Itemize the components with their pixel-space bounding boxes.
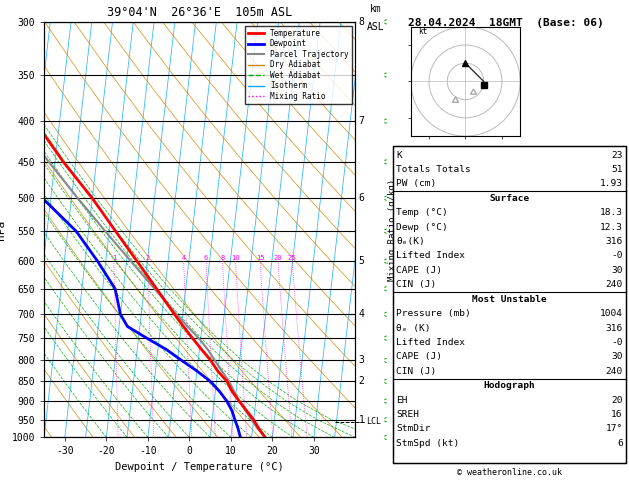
Text: 1: 1 — [359, 415, 364, 425]
Text: 6: 6 — [204, 255, 208, 261]
Text: 20: 20 — [611, 396, 623, 404]
Text: 6: 6 — [359, 193, 364, 203]
Text: CAPE (J): CAPE (J) — [396, 352, 442, 361]
Text: kt: kt — [418, 27, 427, 36]
Text: 16: 16 — [611, 410, 623, 419]
Text: ASL: ASL — [367, 22, 384, 32]
Text: 2: 2 — [145, 255, 150, 261]
Text: 12.3: 12.3 — [599, 223, 623, 232]
Legend: Temperature, Dewpoint, Parcel Trajectory, Dry Adiabat, Wet Adiabat, Isotherm, Mi: Temperature, Dewpoint, Parcel Trajectory… — [245, 26, 352, 104]
Text: 240: 240 — [606, 280, 623, 289]
Text: 30: 30 — [611, 266, 623, 275]
Text: Temp (°C): Temp (°C) — [396, 208, 448, 217]
Text: SREH: SREH — [396, 410, 420, 419]
Text: 3: 3 — [359, 355, 364, 365]
Y-axis label: hPa: hPa — [0, 220, 6, 240]
Text: Lifted Index: Lifted Index — [396, 251, 465, 260]
Text: 1.93: 1.93 — [599, 179, 623, 189]
Text: -0: -0 — [611, 251, 623, 260]
Text: LCL: LCL — [366, 417, 381, 426]
Text: 51: 51 — [611, 165, 623, 174]
Text: Lifted Index: Lifted Index — [396, 338, 465, 347]
Text: θₑ(K): θₑ(K) — [396, 237, 425, 246]
Title: 39°04'N  26°36'E  105m ASL: 39°04'N 26°36'E 105m ASL — [107, 6, 292, 19]
Text: Surface: Surface — [489, 194, 530, 203]
Text: -0: -0 — [611, 338, 623, 347]
Text: 7: 7 — [359, 116, 364, 126]
Text: 20: 20 — [274, 255, 282, 261]
Text: Totals Totals: Totals Totals — [396, 165, 471, 174]
Text: CAPE (J): CAPE (J) — [396, 266, 442, 275]
Text: 15: 15 — [255, 255, 264, 261]
Text: Pressure (mb): Pressure (mb) — [396, 309, 471, 318]
Text: StmDir: StmDir — [396, 424, 431, 434]
Text: 4: 4 — [182, 255, 186, 261]
Text: Most Unstable: Most Unstable — [472, 295, 547, 304]
X-axis label: Dewpoint / Temperature (°C): Dewpoint / Temperature (°C) — [115, 462, 284, 472]
Text: CIN (J): CIN (J) — [396, 367, 437, 376]
Text: θₑ (K): θₑ (K) — [396, 324, 431, 332]
Text: 25: 25 — [288, 255, 296, 261]
Text: 1004: 1004 — [599, 309, 623, 318]
Text: Mixing Ratio (g/kg): Mixing Ratio (g/kg) — [388, 178, 398, 281]
Text: 17°: 17° — [606, 424, 623, 434]
Text: K: K — [396, 151, 402, 160]
Text: EH: EH — [396, 396, 408, 404]
Text: 28.04.2024  18GMT  (Base: 06): 28.04.2024 18GMT (Base: 06) — [408, 18, 604, 29]
Text: 8: 8 — [220, 255, 225, 261]
Text: 4: 4 — [359, 309, 364, 319]
Text: 8: 8 — [359, 17, 364, 27]
Text: 316: 316 — [606, 324, 623, 332]
Text: StmSpd (kt): StmSpd (kt) — [396, 439, 460, 448]
Text: Dewp (°C): Dewp (°C) — [396, 223, 448, 232]
Text: 5: 5 — [359, 256, 364, 266]
Text: 2: 2 — [359, 376, 364, 386]
Text: 10: 10 — [231, 255, 240, 261]
Text: 316: 316 — [606, 237, 623, 246]
Text: 240: 240 — [606, 367, 623, 376]
Text: 30: 30 — [611, 352, 623, 361]
Text: 6: 6 — [617, 439, 623, 448]
Text: km: km — [370, 3, 382, 14]
Text: CIN (J): CIN (J) — [396, 280, 437, 289]
Text: Hodograph: Hodograph — [484, 381, 535, 390]
Text: 18.3: 18.3 — [599, 208, 623, 217]
Text: 1: 1 — [112, 255, 116, 261]
Text: © weatheronline.co.uk: © weatheronline.co.uk — [457, 468, 562, 477]
Text: 23: 23 — [611, 151, 623, 160]
Text: PW (cm): PW (cm) — [396, 179, 437, 189]
